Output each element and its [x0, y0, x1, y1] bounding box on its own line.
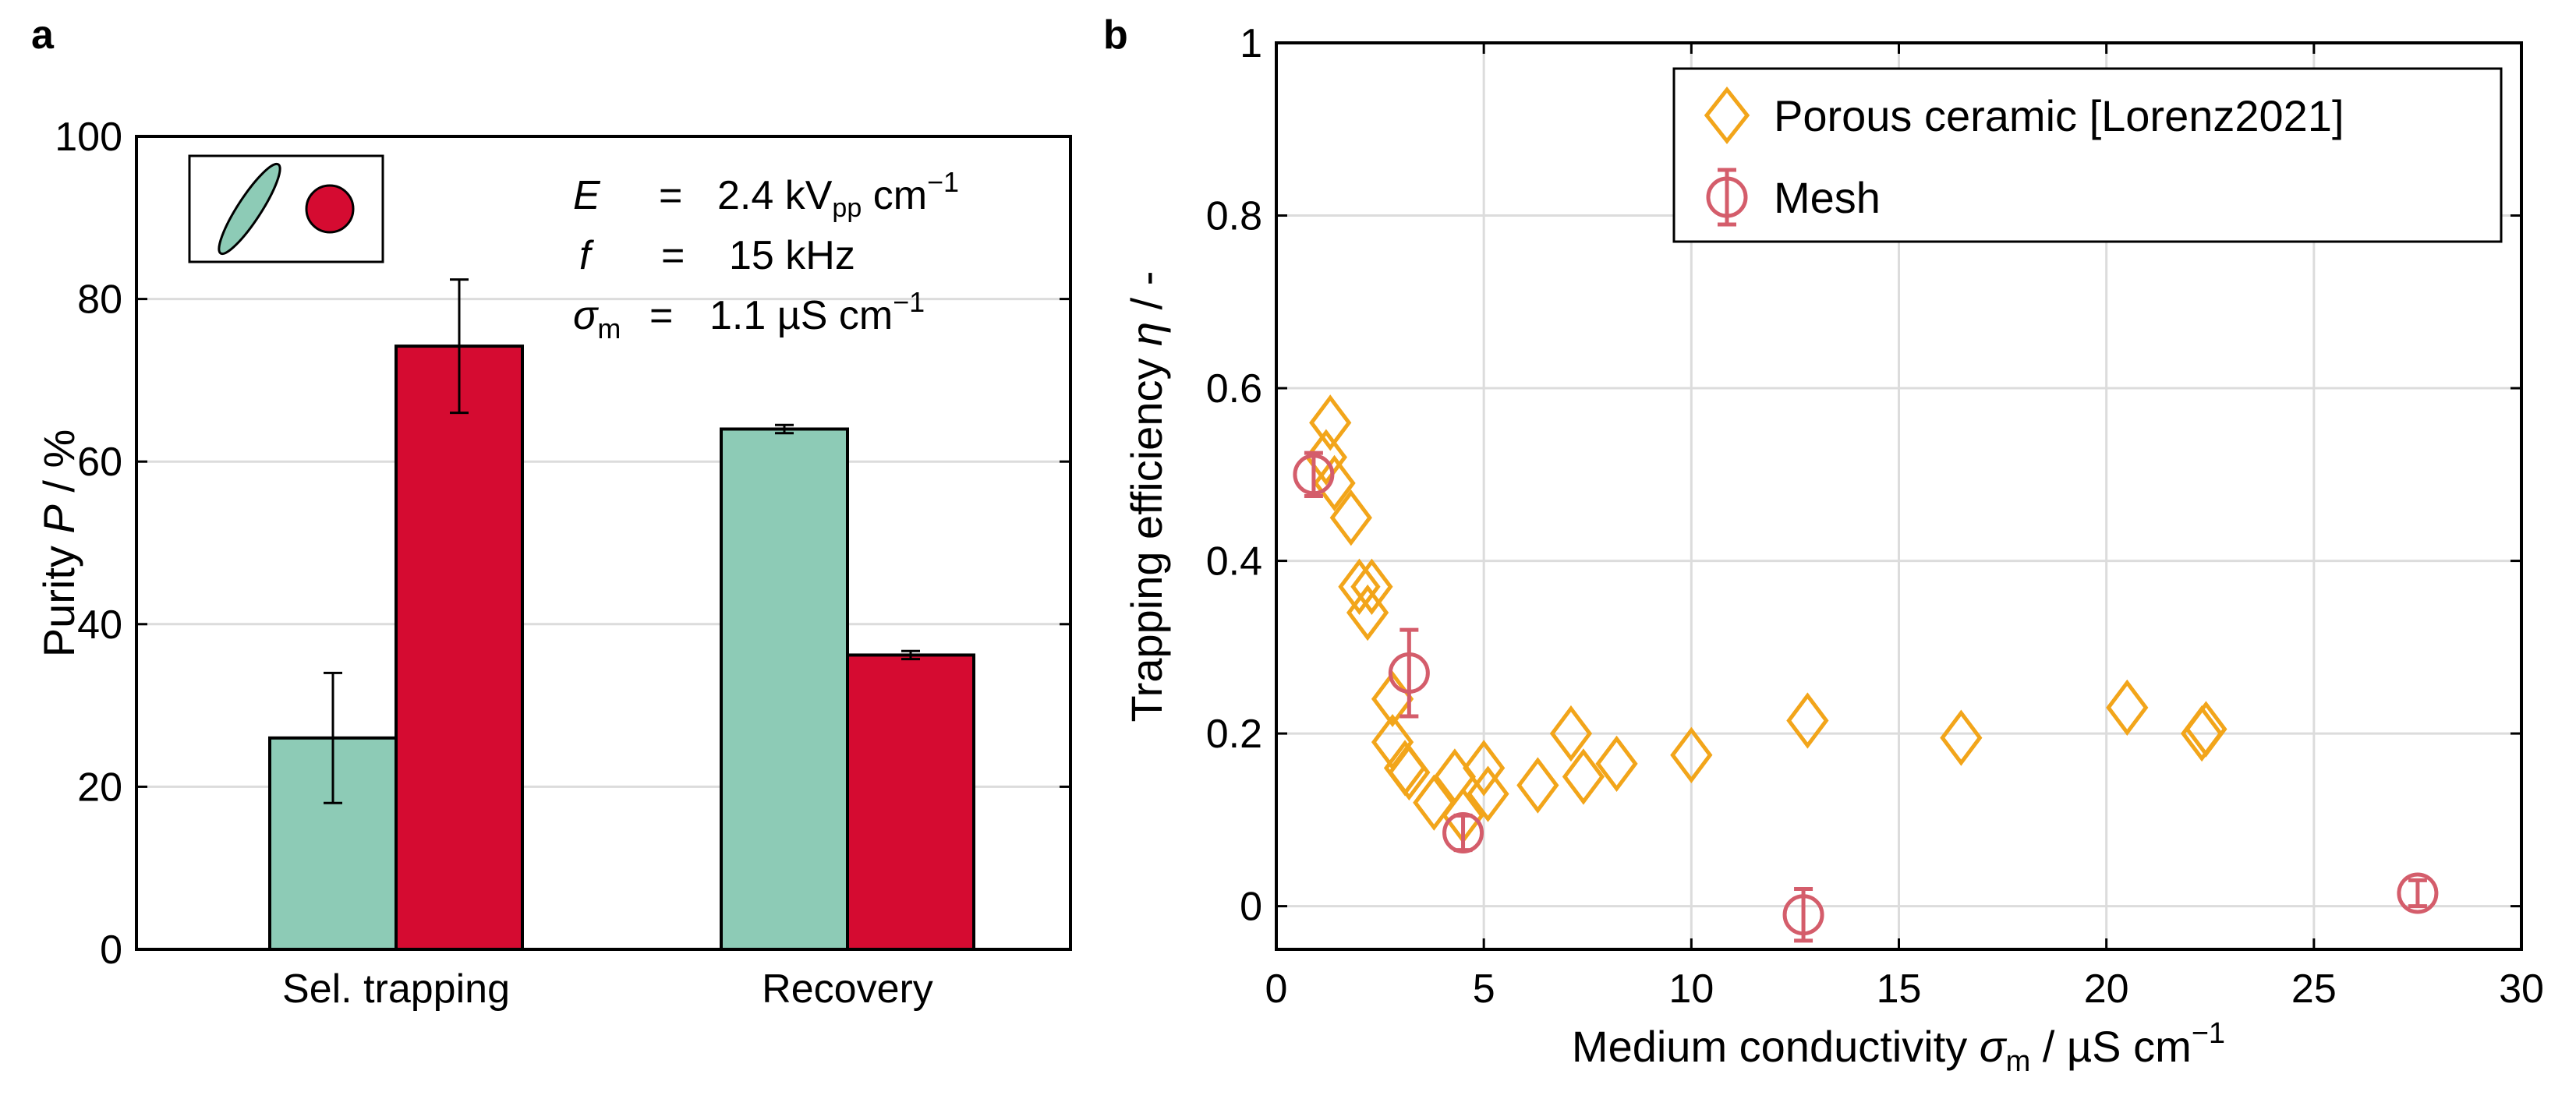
annotation-f-equals: = — [661, 233, 685, 278]
panel-b-x-tick-label: 30 — [2499, 966, 2544, 1012]
panel-b-x-axis-label: Medium conductivity σm / µS cm−1 — [1572, 1017, 2225, 1078]
spherical-cell-icon — [305, 184, 355, 234]
porous-ceramic-point — [1549, 705, 1593, 762]
panel-a-axes-frame — [135, 135, 1072, 951]
porous-ceramic-point — [2106, 679, 2149, 737]
mesh-marker — [1782, 894, 1824, 936]
panel-a-x-tick-label: Recovery — [762, 966, 933, 1012]
panel-b-y-ticks: 0 0.2 0.4 0.6 0.8 1 — [1206, 21, 2521, 930]
mesh-point — [1388, 627, 1430, 719]
porous-ceramic-point — [2185, 701, 2227, 758]
panel-label-b: b — [1103, 12, 1128, 58]
annotation-f-value: 15 kHz — [729, 233, 855, 278]
porous-ceramic-point — [1562, 748, 1605, 805]
panel-b-x-tick-label: 25 — [2291, 966, 2337, 1012]
porous-ceramic-point — [1309, 394, 1352, 451]
panel-a-y-axis-label: Purity P / % — [34, 429, 83, 658]
legend-label-mesh: Mesh — [1774, 173, 1881, 222]
panel-a-y-tick-label: 0 — [100, 928, 122, 973]
panel-a-x-tick-label: Sel. trapping — [282, 966, 510, 1012]
panel-b-x-tick-label: 20 — [2084, 966, 2129, 1012]
porous-ceramic-point — [1516, 757, 1559, 814]
panel-a-y-tick-label: 20 — [77, 765, 122, 810]
panel-b-y-tick-label: 0.4 — [1206, 539, 1262, 585]
porous-ceramic-point — [1338, 558, 1381, 615]
cell-legend — [188, 154, 384, 263]
annotation-e-value: 2.4 kVpp cm−1 — [717, 166, 959, 223]
mesh-marker — [1442, 811, 1484, 853]
bar-red-recovery — [846, 653, 975, 952]
panel-b-x-tick-label: 15 — [1877, 966, 1922, 1012]
panel-b-x-tick-label: 10 — [1668, 966, 1714, 1012]
panel-b-y-tick-label: 1 — [1240, 21, 1262, 66]
bar-teal-recovery — [720, 427, 849, 951]
legend-diamond-marker-icon — [1704, 86, 1750, 145]
panel-a-x-ticks: Sel. trapping Recovery — [282, 938, 933, 1012]
annotation-f-symbol: f — [579, 233, 594, 278]
annotation-e-symbol: E — [573, 173, 601, 218]
legend-label-porous-ceramic: Porous ceramic [Lorenz2021] — [1774, 91, 2344, 140]
porous-ceramic-point — [1346, 584, 1389, 641]
mesh-point — [1293, 451, 1335, 498]
porous-ceramic-point — [1595, 735, 1638, 793]
bar-red-sel-trapping — [395, 345, 524, 951]
mesh-marker — [1293, 454, 1335, 496]
panel-a-y-tick-label: 60 — [77, 440, 122, 485]
panel-b-legend: Porous ceramic [Lorenz2021] Mesh — [1672, 67, 2503, 243]
mesh-point — [1782, 886, 1824, 943]
annotation-sigma-value: 1.1 µS cm−1 — [709, 286, 925, 338]
panel-a-error-bars — [324, 278, 920, 804]
legend-mesh-marker-icon — [1706, 168, 1748, 227]
panel-b-y-tick-label: 0.8 — [1206, 194, 1262, 239]
panel-a-y-tick-label: 80 — [77, 277, 122, 323]
panel-a-y-tick-label: 40 — [77, 602, 122, 648]
annotation-sigma-symbol: σm — [573, 293, 621, 345]
porous-ceramic-point — [1388, 744, 1431, 801]
panel-b-y-axis-label: Trapping efficiency η / - — [1122, 271, 1171, 723]
porous-ceramic-point — [1413, 774, 1456, 831]
panel-b-legend-box — [1672, 67, 2503, 243]
panel-a-y-tick-label: 100 — [55, 115, 122, 160]
mesh-point — [1442, 811, 1484, 853]
field-annotation: E = 2.4 kVpp cm−1 f = 15 kHz σm = 1.1 µS… — [573, 166, 959, 345]
panel-b-x-tick-label: 0 — [1265, 966, 1288, 1012]
panel-b-x-ticks: 0 5 10 15 20 25 30 — [1265, 43, 2544, 1012]
panel-b-y-tick-label: 0.2 — [1206, 712, 1262, 757]
mesh-marker — [2397, 872, 2439, 914]
elongated-cell-icon — [218, 162, 281, 256]
mesh-point — [2397, 872, 2439, 914]
porous-ceramic-point — [1313, 454, 1356, 512]
panel-b-y-tick-label: 0 — [1240, 885, 1262, 930]
panel-b-x-tick-label: 5 — [1473, 966, 1495, 1012]
annotation-e-equals: = — [659, 173, 682, 218]
porous-ceramic-point — [1463, 740, 1506, 797]
porous-ceramic-point — [1467, 765, 1509, 822]
panel-label-a: a — [31, 12, 55, 58]
porous-ceramic-point — [1304, 429, 1348, 486]
panel-b-y-tick-label: 0.6 — [1206, 366, 1262, 412]
panel-a-bars — [268, 345, 975, 952]
panel-b-data-points — [1293, 394, 2439, 943]
panel-b: b 0 0.2 0.4 0.6 0.8 1 0 5 10 15 20 25 30 Medium con… — [1103, 12, 2544, 1078]
mesh-marker — [1388, 652, 1430, 694]
porous-ceramic-point — [1350, 558, 1393, 615]
annotation-sigma-equals: = — [649, 293, 673, 338]
porous-ceramic-point — [1329, 489, 1372, 546]
porous-ceramic-point — [1670, 726, 1713, 783]
porous-ceramic-point — [1786, 692, 1829, 749]
porous-ceramic-point — [1940, 709, 1983, 766]
panel-a: a 0 20 40 60 80 100 Sel. trapping Recovery Pur… — [31, 12, 1072, 1012]
panel-a-y-ticks: 0 20 40 60 80 100 — [55, 115, 1070, 973]
